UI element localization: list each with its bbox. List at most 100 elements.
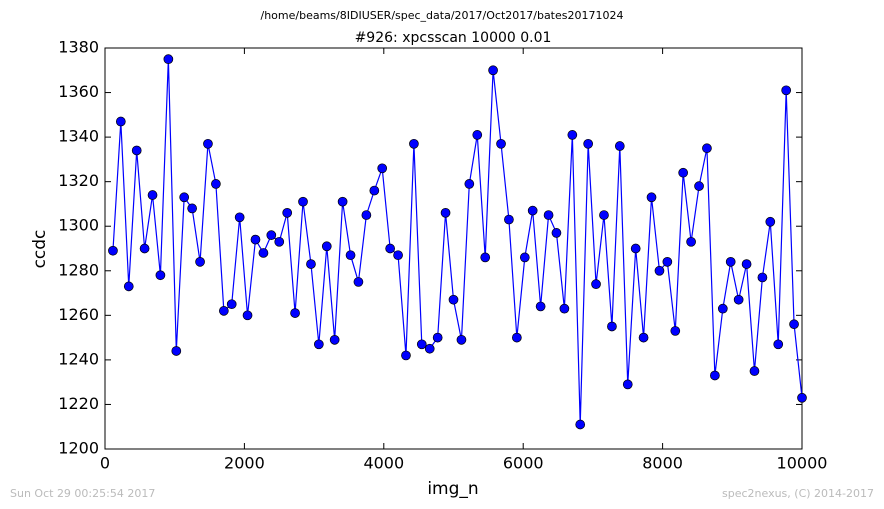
- data-point: [480, 252, 491, 263]
- data-point: [472, 130, 483, 140]
- data-point: [234, 212, 245, 223]
- data-point: [401, 350, 411, 361]
- chart-suptitle: /home/beams/8IDIUSER/spec_data/2017/Oct2…: [261, 9, 624, 22]
- data-point: [123, 281, 134, 292]
- data-point: [662, 257, 673, 267]
- footer-right: spec2nexus, (C) 2014-2017: [722, 487, 874, 500]
- data-point: [464, 179, 475, 189]
- data-point: [630, 243, 641, 254]
- data-point: [432, 332, 443, 343]
- data-point: [179, 192, 190, 203]
- data-point: [638, 332, 649, 343]
- y-tick-label: 1240: [58, 349, 99, 368]
- data-point: [187, 203, 197, 214]
- data-point: [377, 163, 388, 174]
- data-point: [694, 181, 704, 191]
- data-point: [456, 334, 467, 345]
- data-point: [147, 190, 158, 200]
- data-point: [266, 230, 277, 240]
- data-point: [599, 210, 609, 220]
- y-tick-label: 1280: [58, 260, 99, 279]
- data-point: [614, 141, 625, 151]
- data-point: [345, 250, 356, 261]
- y-tick-label: 1220: [58, 394, 99, 413]
- data-point: [488, 65, 498, 76]
- data-point: [527, 205, 538, 216]
- data-point: [702, 143, 712, 154]
- data-point: [242, 310, 253, 321]
- data-point: [670, 326, 681, 336]
- data-point: [567, 130, 578, 140]
- data-point: [115, 116, 126, 127]
- data-point: [385, 243, 395, 254]
- data-point: [710, 370, 720, 381]
- data-point: [369, 185, 380, 196]
- data-point: [504, 214, 514, 225]
- x-axis-label: img_n: [427, 479, 478, 499]
- data-point: [211, 179, 221, 189]
- plot-frame: [104, 47, 803, 450]
- data-point: [171, 346, 182, 356]
- data-point: [282, 208, 293, 218]
- data-point: [274, 236, 285, 247]
- data-point: [329, 334, 340, 345]
- data-point: [250, 234, 261, 245]
- data-point: [646, 192, 657, 203]
- data-point: [313, 339, 324, 350]
- x-tick-label: 0: [100, 454, 110, 473]
- data-point: [416, 339, 427, 350]
- data-point: [559, 303, 570, 314]
- data-line: [112, 59, 803, 425]
- data-point: [440, 208, 451, 218]
- data-point: [258, 248, 269, 258]
- data-point: [797, 392, 807, 403]
- y-tick-label: 1340: [58, 127, 99, 146]
- data-point: [108, 245, 118, 256]
- data-point: [321, 241, 332, 252]
- data-point: [519, 252, 530, 263]
- data-point: [163, 54, 174, 64]
- data-point: [424, 343, 435, 354]
- data-point: [717, 303, 728, 314]
- data-point: [139, 243, 150, 254]
- data-point: [583, 138, 594, 149]
- data-point: [622, 379, 633, 390]
- data-point: [298, 196, 308, 207]
- y-tick-label: 1360: [58, 82, 99, 101]
- data-point: [543, 210, 554, 220]
- data-point: [409, 138, 419, 149]
- data-point: [686, 236, 696, 247]
- data-point: [155, 270, 166, 281]
- data-point: [757, 272, 768, 283]
- data-point: [361, 210, 372, 220]
- data-point: [733, 294, 744, 305]
- data-point: [195, 257, 205, 267]
- data-point: [306, 259, 316, 269]
- data-point: [781, 85, 792, 96]
- data-point: [654, 265, 665, 276]
- y-tick-label: 1260: [58, 305, 99, 324]
- data-point: [131, 145, 142, 156]
- y-axis-label: ccdc: [30, 230, 50, 269]
- data-point: [789, 319, 799, 330]
- data-point: [353, 277, 364, 287]
- x-tick-label: 2000: [224, 454, 265, 473]
- y-tick-label: 1320: [58, 171, 99, 190]
- data-point: [741, 259, 752, 269]
- data-point: [393, 250, 403, 261]
- data-point: [218, 306, 229, 316]
- data-point: [749, 366, 760, 376]
- x-tick-label: 6000: [503, 454, 544, 473]
- data-point: [203, 138, 213, 149]
- data-point: [226, 299, 237, 310]
- data-point: [337, 196, 348, 207]
- y-tick-label: 1300: [58, 216, 99, 235]
- y-tick-label: 1380: [58, 38, 99, 57]
- data-point: [551, 228, 562, 238]
- data-point: [591, 279, 601, 289]
- x-tick-label: 10000: [777, 454, 828, 473]
- data-point: [512, 332, 522, 343]
- data-point: [725, 257, 736, 267]
- data-point: [607, 321, 617, 332]
